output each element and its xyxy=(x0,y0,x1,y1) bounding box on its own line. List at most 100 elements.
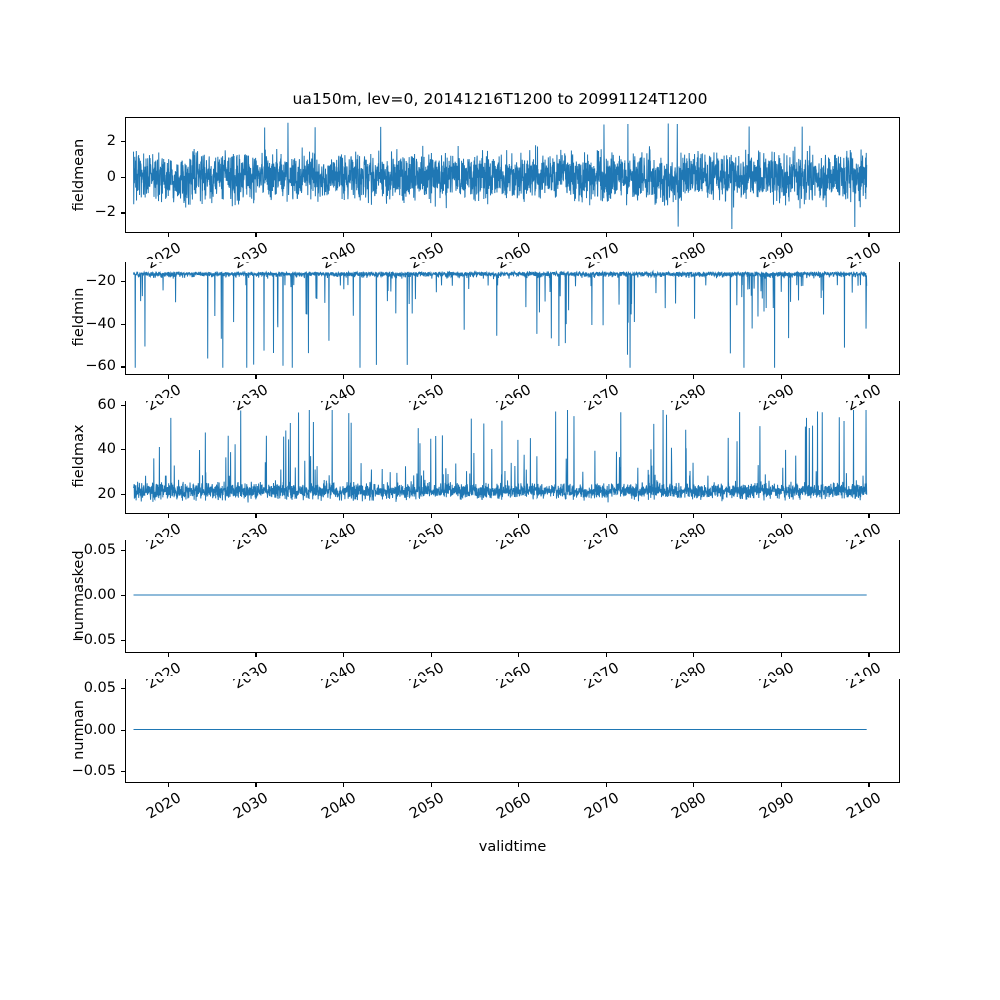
ytick-label: 40 xyxy=(97,441,116,458)
xtick-mark xyxy=(780,233,782,238)
xtick-mark xyxy=(343,233,345,238)
ytick-label: −0.05 xyxy=(71,762,116,779)
figure-title: ua150m, lev=0, 20141216T1200 to 20991124… xyxy=(292,90,708,108)
xtick-label: 2090 xyxy=(756,790,797,823)
ytick-label: 20 xyxy=(97,485,116,502)
xtick-mark xyxy=(518,375,520,380)
tick-label-clip xyxy=(0,537,1000,540)
xtick-mark xyxy=(255,653,257,658)
xtick-mark xyxy=(780,375,782,380)
plot-line-fieldmin xyxy=(126,260,899,374)
y-axis-label-fieldmax: fieldmax xyxy=(71,424,87,488)
xtick-mark xyxy=(167,653,169,658)
ytick-mark xyxy=(120,323,125,325)
ytick-label: 0.05 xyxy=(83,542,116,559)
ytick-mark xyxy=(120,281,125,283)
xtick-mark xyxy=(868,375,870,380)
ytick-mark xyxy=(120,729,125,731)
xtick-label: 2040 xyxy=(319,790,360,823)
xtick-mark xyxy=(343,783,345,788)
xtick-mark xyxy=(605,783,607,788)
ytick-mark xyxy=(120,639,125,641)
xtick-mark xyxy=(693,653,695,658)
xtick-mark xyxy=(343,375,345,380)
xtick-mark xyxy=(430,233,432,238)
xtick-mark xyxy=(255,375,257,380)
xtick-mark xyxy=(868,653,870,658)
ytick-label: 60 xyxy=(97,396,116,413)
ytick-label: 2 xyxy=(106,133,116,150)
subplot-nummasked xyxy=(125,537,900,653)
xtick-mark xyxy=(255,233,257,238)
ytick-mark xyxy=(120,141,125,143)
xtick-mark xyxy=(605,375,607,380)
subplot-fieldmax xyxy=(125,398,900,514)
ytick-label: 0 xyxy=(106,168,116,185)
ytick-mark xyxy=(120,366,125,368)
xtick-mark xyxy=(605,514,607,519)
ytick-label: −60 xyxy=(85,358,116,375)
xtick-mark xyxy=(780,514,782,519)
plot-line-fieldmax xyxy=(126,399,899,513)
xtick-mark xyxy=(430,783,432,788)
xtick-mark xyxy=(693,375,695,380)
ytick-mark xyxy=(120,449,125,451)
ytick-mark xyxy=(120,493,125,496)
ytick-label: 0.00 xyxy=(83,587,116,603)
xtick-label: 2020 xyxy=(143,790,184,823)
xtick-mark xyxy=(167,514,169,519)
subplot-numnan xyxy=(125,676,900,783)
xtick-mark xyxy=(605,233,607,238)
plot-line-fieldmean xyxy=(126,118,899,232)
xtick-label: 2030 xyxy=(231,790,272,823)
xtick-mark xyxy=(518,653,520,658)
xtick-mark xyxy=(430,514,432,519)
y-axis-label-fieldmin: fieldmin xyxy=(71,287,87,347)
subplot-fieldmean xyxy=(125,117,900,233)
ytick-label: 0.05 xyxy=(83,680,116,697)
xtick-label: 2100 xyxy=(844,790,885,823)
subplot-fieldmin xyxy=(125,259,900,375)
xtick-mark xyxy=(255,514,257,519)
y-axis-label-numnan: numnan xyxy=(71,699,87,760)
tick-label-clip xyxy=(0,398,1000,401)
ytick-mark xyxy=(120,595,125,597)
x-axis-label: validtime xyxy=(478,839,547,855)
xtick-mark xyxy=(693,783,695,788)
xtick-mark xyxy=(693,514,695,519)
xtick-label: 2080 xyxy=(669,790,710,823)
ytick-mark xyxy=(120,404,125,406)
ytick-mark xyxy=(120,688,125,690)
ytick-label: −0.05 xyxy=(71,631,116,648)
tick-label-clip xyxy=(0,259,1000,262)
xtick-mark xyxy=(255,783,257,788)
ytick-mark xyxy=(120,212,125,214)
xtick-mark xyxy=(430,653,432,658)
xtick-mark xyxy=(868,514,870,519)
xtick-mark xyxy=(518,514,520,519)
ytick-label: −40 xyxy=(85,315,116,332)
ytick-label: −2 xyxy=(94,204,116,221)
ytick-mark xyxy=(120,770,125,772)
xtick-mark xyxy=(343,514,345,519)
xtick-label: 2070 xyxy=(581,790,622,823)
tick-label-clip xyxy=(0,676,1000,679)
xtick-mark xyxy=(518,233,520,238)
y-axis-label-nummasked: nummasked xyxy=(71,550,87,640)
xtick-mark xyxy=(167,233,169,238)
y-axis-label-fieldmean: fieldmean xyxy=(71,138,87,212)
xtick-mark xyxy=(868,783,870,788)
ytick-mark xyxy=(120,176,125,178)
xtick-mark xyxy=(868,233,870,238)
xtick-mark xyxy=(518,783,520,788)
ytick-mark xyxy=(120,550,125,552)
xtick-label: 2060 xyxy=(494,790,535,823)
xtick-label: 2050 xyxy=(406,790,447,823)
xtick-mark xyxy=(167,783,169,788)
xtick-mark xyxy=(780,783,782,788)
xtick-mark xyxy=(693,233,695,238)
plot-line-nummasked xyxy=(126,538,899,652)
ytick-label: 0.00 xyxy=(83,721,116,738)
plot-line-numnan xyxy=(126,677,899,782)
